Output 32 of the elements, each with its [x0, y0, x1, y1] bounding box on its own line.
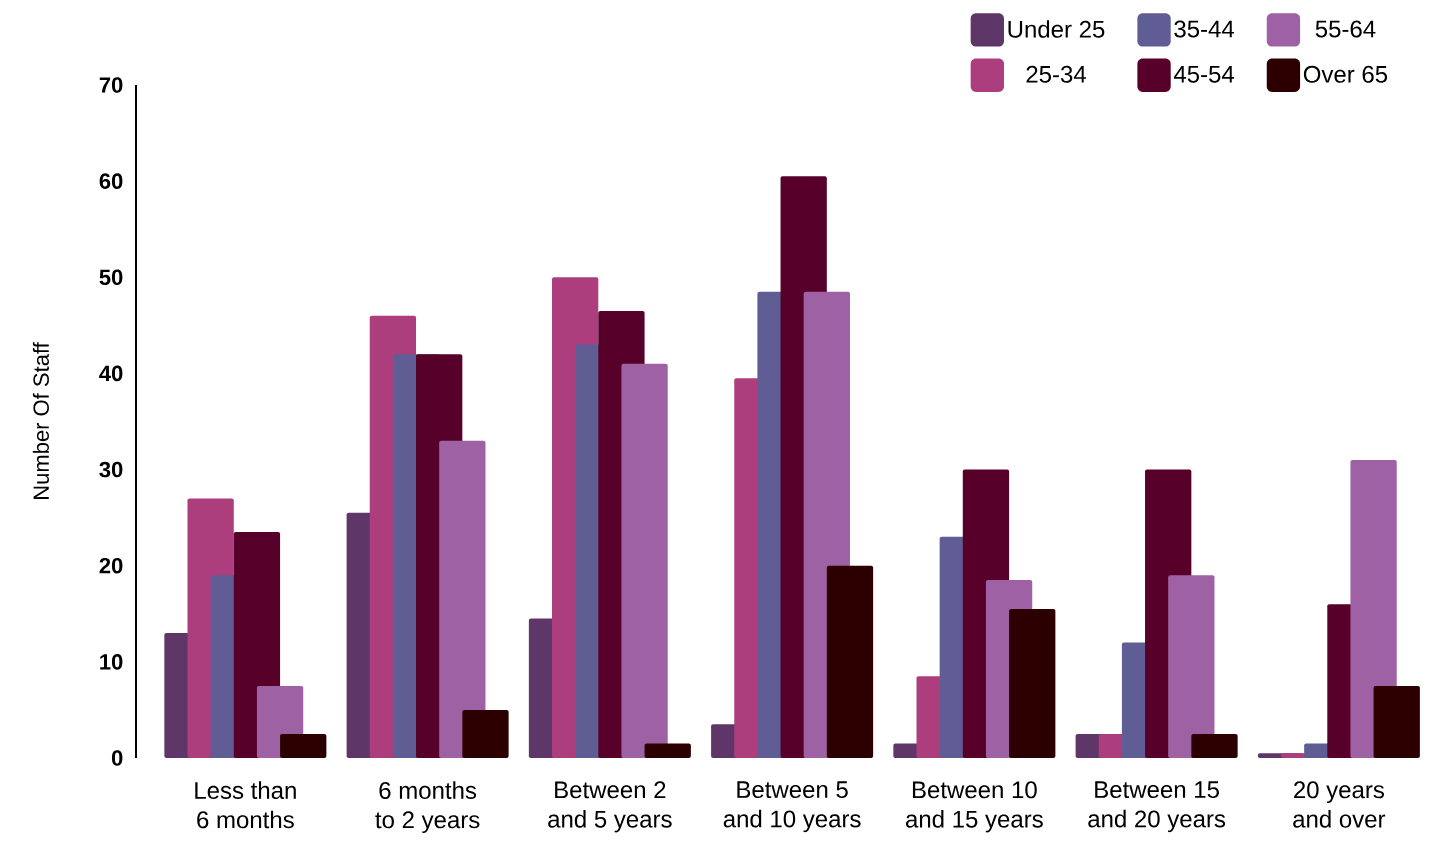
y-tick-label: 30: [99, 461, 123, 478]
y-tick-label: 60: [99, 173, 123, 189]
legend-label: 35-44: [1174, 20, 1235, 38]
bar: [644, 743, 691, 758]
y-tick-label: 20: [99, 557, 123, 574]
bar: [1009, 608, 1056, 758]
bar: [1168, 575, 1215, 758]
legend-label: 55-64: [1315, 20, 1376, 38]
x-tick-label: 20 years and over: [1293, 781, 1386, 828]
x-tick-label: Between 10 and 15 years: [906, 781, 1043, 833]
bar: [1373, 685, 1420, 758]
legend-label: Under 25: [1008, 20, 1105, 38]
legend-label: Over 65: [1303, 65, 1388, 83]
y-tick-label: 40: [99, 365, 123, 382]
y-tick-label: 50: [99, 269, 123, 286]
y-axis-title: Number Of Staff: [32, 342, 49, 499]
bar: [826, 565, 874, 758]
bar: [280, 733, 327, 758]
x-tick-label: 6 months to 2 years: [375, 781, 480, 834]
bar: [1191, 733, 1238, 758]
legend-label: 25-34: [1026, 65, 1086, 83]
y-tick-label: 10: [100, 654, 123, 670]
legend-label: 45-54: [1173, 65, 1235, 83]
x-tick-label: Less than 6 months: [195, 781, 296, 829]
x-tick-label: Between 15 and 20 years: [1088, 781, 1226, 833]
x-tick-label: Between 5 and 10 years: [723, 781, 861, 833]
bar: [621, 363, 668, 758]
x-tick-label: Between 2 and 5 years: [548, 781, 672, 833]
bar: [462, 709, 509, 758]
y-tick-label: 70: [99, 77, 123, 93]
bar: [439, 440, 486, 758]
y-tick-label: 0: [111, 750, 123, 766]
